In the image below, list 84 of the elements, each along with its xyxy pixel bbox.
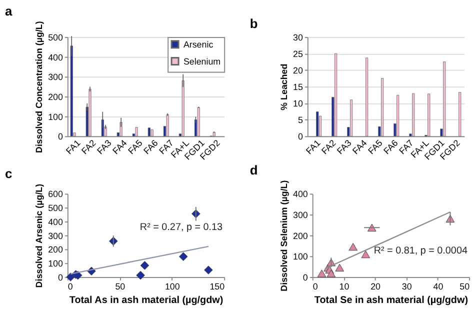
bar — [412, 93, 415, 136]
x-tick-label: 0 — [312, 281, 318, 292]
y-tick-label: 300 — [48, 230, 63, 241]
x-tick-label: 30 — [402, 281, 412, 292]
y-tick-label: 15 — [293, 82, 303, 92]
x-tick-label: FA4 — [110, 138, 129, 156]
bar — [148, 128, 150, 136]
y-tick-label: 300 — [48, 72, 63, 82]
y-tick-label: 100 — [48, 258, 63, 269]
point — [317, 270, 326, 278]
x-axis-title: Total As in ash material (µg/gdw) — [69, 295, 224, 306]
bar — [135, 127, 138, 136]
annotation: R² = 0.81, p = 0.0004 — [374, 245, 468, 256]
chart-title: b — [250, 16, 258, 32]
bar — [396, 94, 400, 136]
x-tick-label: FA1 — [64, 138, 82, 156]
y-axis-title: Dissolved Arsenic (µg/L) — [34, 184, 44, 288]
y-tick-label: 300 — [293, 210, 308, 220]
y-tick-label: 5 — [298, 115, 303, 126]
point — [335, 264, 344, 272]
y-tick-label: 400 — [48, 216, 63, 227]
x-tick-label: 50 — [460, 281, 470, 292]
bar — [350, 100, 353, 136]
x-tick-label: 0 — [68, 281, 73, 292]
y-tick-label: 0 — [302, 272, 308, 282]
bar — [197, 107, 200, 136]
x-tick-label: 20 — [370, 281, 381, 292]
x-tick-label: 10 — [339, 281, 350, 292]
x-tick-label: 50 — [115, 281, 126, 292]
chart-title: d — [250, 162, 258, 178]
x-tick-label: FA5 — [126, 138, 144, 156]
x-tick-label: FA3 — [335, 138, 354, 156]
y-tick-label: 200 — [48, 244, 63, 255]
y-tick-label: 0 — [58, 272, 63, 282]
y-tick-label: 600 — [48, 189, 63, 200]
point — [326, 270, 336, 278]
x-tick-label: 100 — [164, 281, 180, 292]
bar — [381, 78, 384, 136]
y-tick-label: 30 — [293, 32, 303, 42]
bar — [70, 46, 73, 136]
bar — [443, 62, 446, 136]
y-tick-label: 400 — [48, 52, 63, 62]
y-tick-label: 500 — [48, 32, 63, 42]
bar — [334, 53, 338, 136]
x-axis-title: Total Se in ash material (µg/gdw) — [314, 295, 468, 306]
y-tick-label: 200 — [48, 92, 63, 102]
y-tick-label: 100 — [48, 112, 63, 122]
x-tick-label: FA1 — [304, 138, 322, 156]
y-tick-label: 10 — [293, 98, 303, 109]
y-tick-label: 500 — [48, 203, 63, 214]
chart-title: c — [4, 166, 12, 182]
x-tick-label: FA4 — [350, 138, 369, 156]
bar — [212, 132, 216, 136]
x-tick-label: FA5 — [366, 138, 384, 156]
point — [348, 242, 358, 251]
x-tick-label: 150 — [210, 281, 225, 292]
bar — [88, 88, 92, 136]
y-tick-label: 20 — [293, 66, 303, 76]
bar — [458, 92, 462, 136]
annotation: R² = 0.27, p = 0.13 — [140, 222, 224, 233]
bar — [318, 116, 322, 136]
y-tick-label: 200 — [293, 230, 308, 241]
bar — [182, 80, 184, 136]
bar — [316, 112, 319, 136]
point — [361, 250, 370, 258]
y-axis-title: Dissolved Concentration (µg/L) — [34, 21, 44, 153]
y-tick-label: 100 — [293, 252, 308, 262]
x-tick-label: 40 — [433, 281, 444, 292]
y-tick-label: 400 — [293, 189, 308, 200]
bar — [166, 114, 169, 136]
legend-label: Selenium — [183, 56, 221, 66]
x-tick-label: FA6 — [382, 138, 400, 156]
y-tick-label: 25 — [293, 48, 303, 59]
bar — [366, 58, 368, 136]
legend-label: Arsenic — [183, 39, 214, 50]
x-tick-label: FA2 — [80, 138, 98, 156]
y-axis-title: % Leached — [279, 64, 290, 110]
x-tick-label: FA3 — [95, 138, 114, 156]
chart-title: a — [4, 4, 13, 19]
y-axis-title: Dissolved Selenium (µg/L) — [279, 180, 290, 292]
x-tick-label: FA2 — [320, 138, 338, 156]
x-tick-label: FA6 — [142, 138, 160, 156]
bar — [150, 129, 154, 136]
bar — [428, 94, 430, 136]
